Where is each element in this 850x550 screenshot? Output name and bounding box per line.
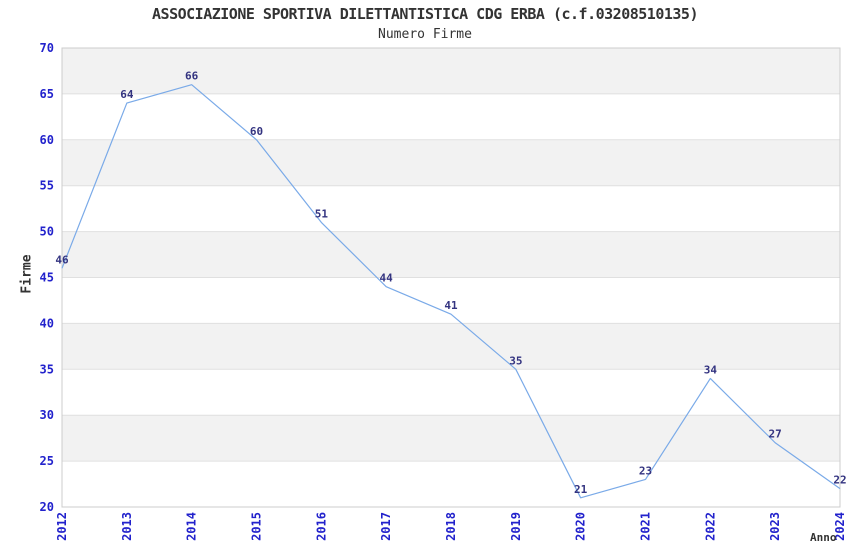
x-tick-label: 2016 [314,512,328,541]
plot-band [62,48,840,94]
data-line [61,84,841,499]
data-point-label: 51 [315,207,329,220]
y-tick-label: 25 [40,454,54,468]
y-tick-label: 65 [40,87,54,101]
x-axis-title: Anno [810,531,837,544]
x-tick-label: 2012 [55,512,69,541]
y-tick-label: 50 [40,225,54,239]
data-point-label: 21 [574,483,588,496]
x-tick-label: 2014 [185,512,199,541]
data-point-label: 60 [250,125,263,138]
x-tick-label: 2018 [444,512,458,541]
data-point-label: 66 [185,70,199,83]
y-tick-label: 30 [40,408,54,422]
data-point-label: 34 [704,363,718,376]
y-tick-label: 60 [40,133,54,147]
x-tick-label: 2021 [639,512,653,541]
data-point-label: 35 [509,354,522,367]
data-point-label: 27 [769,428,782,441]
plot-border [61,47,841,508]
plot-band [62,323,840,370]
data-point-label: 64 [120,88,134,101]
data-point-label: 44 [380,272,394,285]
y-axis-title: Firme [19,254,35,294]
plot-band [62,139,840,186]
x-tick-label: 2023 [768,512,782,541]
y-tick-label: 70 [40,41,54,55]
chart-title: ASSOCIAZIONE SPORTIVA DILETTANTISTICA CD… [152,5,698,23]
y-tick-label: 45 [40,271,54,285]
y-tick-label: 20 [40,500,54,514]
x-tick-label: 2019 [509,512,523,541]
y-tick-label: 55 [40,179,54,193]
x-tick-label: 2024 [833,512,847,541]
data-point-label: 23 [639,464,652,477]
x-tick-label: 2013 [120,512,134,541]
data-point-label: 46 [55,253,69,266]
y-tick-label: 40 [40,316,54,330]
data-point-label: 22 [833,474,846,487]
plot-band [62,231,840,278]
x-tick-label: 2022 [703,512,717,541]
x-tick-label: 2020 [574,512,588,541]
chart-subtitle: Numero Firme [378,27,472,42]
x-tick-label: 2015 [250,512,264,541]
y-tick-label: 35 [40,362,54,376]
x-tick-label: 2017 [379,512,393,541]
data-point-label: 41 [444,299,458,312]
plot-band [62,415,840,462]
